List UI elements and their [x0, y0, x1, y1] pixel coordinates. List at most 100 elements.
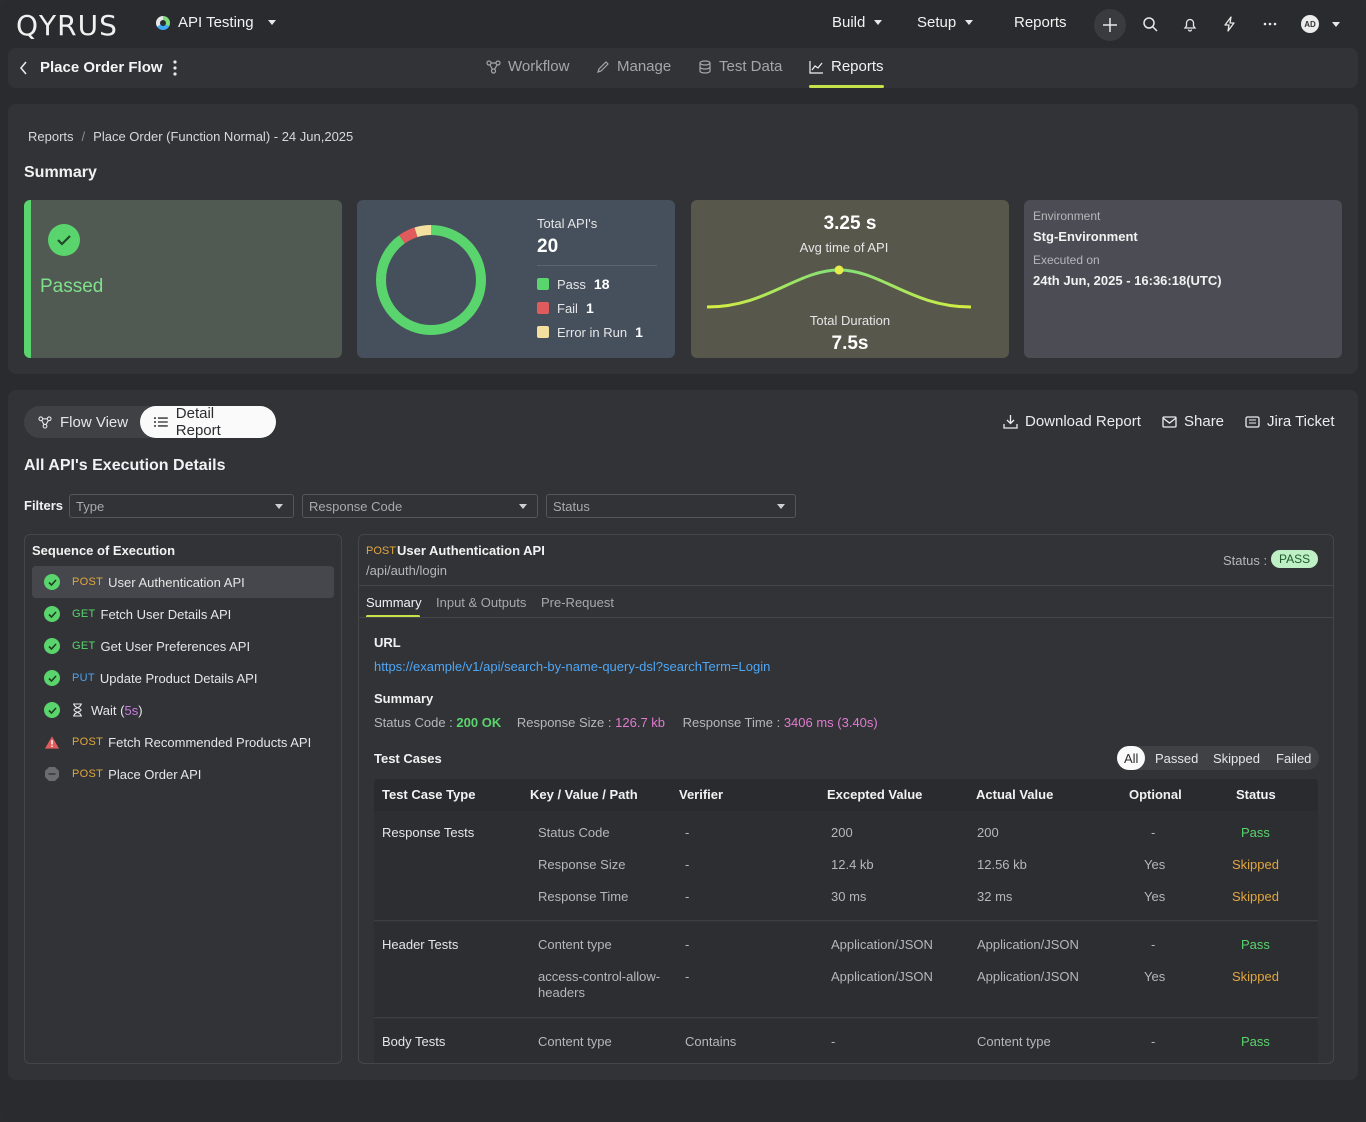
sequence-item-name: Get User Preferences API — [100, 638, 251, 654]
plus-icon — [1103, 18, 1117, 32]
kebab-menu-icon[interactable] — [170, 58, 180, 81]
summary-panel: Reports / Place Order (Function Normal) - … — [8, 104, 1358, 374]
total-apis-label: Total API's — [537, 216, 598, 231]
tab-reports[interactable]: Reports — [809, 58, 884, 75]
column-header[interactable]: Optional — [1129, 787, 1182, 802]
table-cell: Contains — [685, 1034, 737, 1049]
product-selector[interactable]: API Testing — [156, 14, 276, 31]
response-size-value: 126.7 kb — [615, 715, 666, 730]
download-icon — [1003, 415, 1018, 429]
table-header: Test Case Type Key / Value / Path Verifi… — [374, 779, 1318, 811]
type-filter[interactable]: Type — [69, 494, 294, 518]
more-icon[interactable] — [1260, 14, 1280, 34]
table-cell: Yes — [1144, 857, 1166, 872]
share-button[interactable]: Share — [1162, 413, 1224, 430]
filter-passed[interactable]: Passed — [1155, 750, 1199, 766]
workflow-icon — [486, 59, 501, 74]
column-header[interactable]: Actual Value — [976, 787, 1054, 802]
sequence-item[interactable]: GET Get User Preferences API — [32, 630, 334, 662]
api-detail-panel: POST User Authentication API /api/auth/l… — [358, 534, 1334, 1064]
download-report-button[interactable]: Download Report — [1003, 413, 1141, 430]
nav-build[interactable]: Build — [832, 14, 883, 31]
sequence-item[interactable]: PUT Update Product Details API — [32, 662, 334, 694]
sequence-item[interactable]: POST User Authentication API — [32, 566, 334, 598]
pass-check-icon — [44, 702, 60, 718]
nav-build-label: Build — [832, 14, 866, 31]
test-type: Header Tests — [382, 937, 459, 952]
filter-all[interactable]: All — [1117, 746, 1146, 770]
bell-icon[interactable] — [1180, 14, 1200, 34]
detail-report-button[interactable]: Detail Report — [140, 405, 276, 439]
executed-on-value: 24th Jun, 2025 - 16:36:18(UTC) — [1033, 273, 1222, 288]
search-icon[interactable] — [1140, 14, 1160, 34]
user-avatar[interactable]: AD — [1301, 15, 1319, 33]
donut-pass-slice — [376, 225, 486, 335]
add-button[interactable] — [1094, 9, 1126, 41]
legend-fail-value: 1 — [585, 300, 594, 316]
table-cell-status: Pass — [1241, 937, 1270, 952]
execution-details-panel: Flow View Detail Report Download Report … — [8, 390, 1358, 1080]
tab-manage[interactable]: Manage — [596, 58, 671, 75]
filter-failed[interactable]: Failed — [1276, 750, 1312, 766]
table-cell-status: Skipped — [1232, 857, 1279, 872]
tab-test-data[interactable]: Test Data — [698, 58, 782, 75]
tab-input-outputs[interactable]: Input & Outputs — [436, 595, 527, 610]
api-path: /api/auth/login — [366, 563, 447, 578]
table-cell: - — [1151, 1034, 1156, 1049]
table-cell: 32 ms — [977, 889, 1013, 904]
pass-check-icon — [44, 670, 60, 686]
sequence-item[interactable]: POST Fetch Recommended Products API — [32, 726, 334, 758]
tab-workflow-label: Workflow — [508, 58, 570, 75]
table-cell: Content type — [538, 1034, 612, 1049]
sequence-item[interactable]: GET Fetch User Details API — [32, 598, 334, 630]
qyrus-logo[interactable]: QYRUS — [16, 9, 118, 42]
api-url-link[interactable]: https://example/v1/api/search-by-name-qu… — [374, 659, 771, 674]
lightning-icon[interactable] — [1220, 14, 1240, 34]
total-apis-value: 20 — [537, 236, 559, 257]
test-type: Response Tests — [382, 825, 475, 840]
chevron-down-icon — [777, 504, 785, 509]
status-badge: PASS — [1271, 550, 1319, 568]
donut-error-slice — [376, 225, 486, 335]
nav-setup[interactable]: Setup — [917, 14, 974, 31]
wait-duration: 5s — [124, 702, 139, 718]
nav-reports[interactable]: Reports — [1014, 14, 1067, 31]
tab-pre-request[interactable]: Pre-Request — [541, 595, 614, 610]
column-header[interactable]: Status — [1236, 787, 1276, 802]
download-report-label: Download Report — [1025, 413, 1141, 430]
legend-error-swatch — [537, 326, 549, 338]
details-title: All API's Execution Details — [24, 457, 226, 474]
filter-skipped[interactable]: Skipped — [1213, 750, 1260, 766]
sequence-item[interactable]: POST Place Order API — [32, 758, 334, 790]
column-header[interactable]: Excepted Value — [827, 787, 923, 802]
table-cell: Status Code — [538, 825, 610, 840]
table-cell-status: Pass — [1241, 1034, 1270, 1049]
active-tab-indicator — [809, 85, 884, 88]
column-header[interactable]: Key / Value / Path — [530, 787, 638, 802]
breadcrumb-root[interactable]: Reports — [28, 129, 74, 144]
response-code-filter[interactable]: Response Code — [302, 494, 538, 518]
legend-fail-swatch — [537, 302, 549, 314]
column-header[interactable]: Verifier — [679, 787, 724, 802]
peak-marker — [834, 265, 844, 275]
table-cell-status: Skipped — [1232, 889, 1279, 904]
jira-ticket-button[interactable]: Jira Ticket — [1245, 413, 1335, 430]
table-cell: 30 ms — [831, 889, 867, 904]
chart-line-icon — [809, 60, 823, 74]
status-code-value: 200 OK — [456, 715, 502, 730]
status-filter[interactable]: Status — [546, 494, 796, 518]
legend-pass-label: Pass — [557, 276, 586, 292]
response-time-value: 3406 ms (3.40s) — [783, 715, 878, 730]
tab-workflow[interactable]: Workflow — [486, 58, 569, 75]
flow-view-button[interactable]: Flow View — [24, 406, 142, 438]
back-icon[interactable] — [18, 60, 30, 79]
column-header[interactable]: Test Case Type — [382, 787, 476, 802]
result-donut-chart — [376, 225, 486, 335]
sequence-item[interactable]: Wait (5s) — [32, 694, 334, 726]
table-cell: Content type — [538, 937, 612, 952]
ticket-icon — [1245, 415, 1260, 428]
table-cell: - — [685, 937, 690, 952]
pass-check-icon — [44, 606, 60, 622]
chevron-down-icon[interactable] — [1332, 22, 1340, 27]
tab-summary[interactable]: Summary — [366, 595, 422, 610]
